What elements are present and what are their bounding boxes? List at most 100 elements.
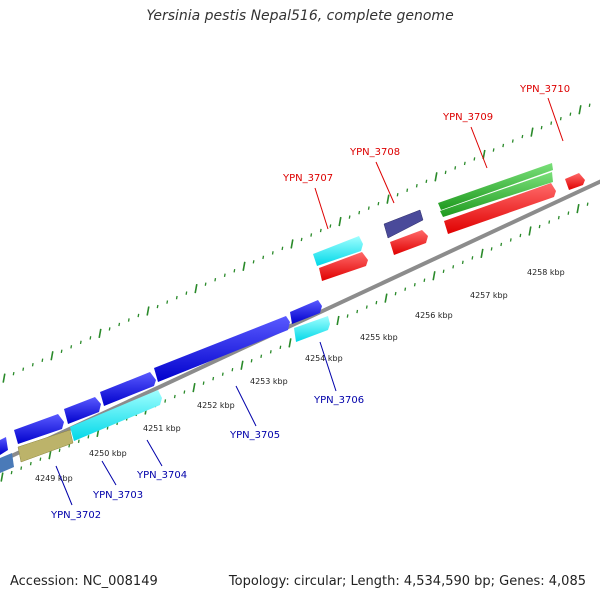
- lower-tick: [452, 265, 455, 269]
- upper-tick: [569, 112, 572, 116]
- lower-tick: [212, 376, 215, 381]
- upper-tick: [108, 327, 111, 331]
- lower-tick: [480, 248, 484, 259]
- upper-tick: [377, 201, 380, 206]
- lower-tick: [221, 372, 224, 376]
- gene-leader-line: [547, 97, 564, 142]
- topology-text: Topology: circular; Length: 4,534,590 bp…: [228, 574, 586, 589]
- gene-arrow-blue: [64, 397, 101, 424]
- scale-label: 4256 kbp: [415, 311, 453, 320]
- upper-tick: [41, 358, 44, 362]
- upper-tick: [156, 304, 159, 309]
- upper-tick: [444, 170, 447, 175]
- gene-arrow-cyan: [294, 316, 330, 342]
- upper-tick: [242, 261, 246, 271]
- scale-label: 4250 kbp: [89, 449, 127, 458]
- lower-tick: [250, 359, 253, 363]
- upper-tick: [98, 328, 102, 339]
- upper-tick: [185, 291, 188, 295]
- lower-tick: [20, 466, 23, 470]
- lower-tick: [269, 350, 272, 354]
- upper-tick: [31, 363, 34, 367]
- lower-tick: [528, 226, 532, 236]
- upper-tick: [290, 239, 294, 249]
- upper-tick: [89, 336, 92, 340]
- lower-tick: [442, 269, 445, 273]
- gene-arrow-cyan: [70, 390, 162, 441]
- lower-tick: [384, 293, 388, 303]
- upper-tick: [578, 105, 582, 115]
- lower-tick: [500, 242, 503, 247]
- lower-tick: [0, 472, 4, 482]
- lower-tick: [202, 381, 205, 385]
- upper-tick: [300, 237, 303, 242]
- lower-tick: [279, 345, 282, 350]
- gene-label: YPN_3708: [349, 147, 400, 158]
- lower-tick: [509, 238, 512, 242]
- lower-tick: [346, 314, 349, 318]
- upper-tick: [118, 322, 121, 327]
- lower-tick: [557, 215, 560, 220]
- gene-arrow-red: [565, 173, 585, 190]
- lower-tick: [173, 394, 176, 399]
- gene-leader-line: [101, 460, 117, 486]
- gene-leader-line: [55, 465, 73, 506]
- lower-tick: [240, 360, 244, 370]
- gene-label: YPN_3710: [519, 84, 570, 95]
- upper-tick: [50, 351, 54, 361]
- gene-leader-line: [470, 126, 488, 169]
- lower-tick: [260, 354, 263, 358]
- feature-layer: [0, 163, 585, 473]
- upper-tick: [530, 127, 534, 137]
- gene-leader-line: [235, 385, 257, 427]
- gene-arrow-blue: [100, 372, 156, 406]
- gene-arrow-green: [440, 172, 553, 217]
- gene-arrow-green: [438, 163, 553, 210]
- upper-tick: [329, 224, 332, 228]
- lower-tick: [58, 448, 61, 452]
- lower-tick: [423, 278, 426, 282]
- gene-arrow-blue: [0, 437, 8, 455]
- upper-tick: [223, 273, 226, 277]
- upper-tick: [127, 318, 130, 322]
- upper-tick: [310, 233, 313, 237]
- scale-label: 4255 kbp: [360, 333, 398, 342]
- lower-tick: [567, 211, 570, 215]
- upper-tick: [482, 149, 486, 160]
- upper-tick: [521, 134, 524, 139]
- lower-tick: [432, 271, 436, 281]
- lower-tick: [471, 256, 474, 260]
- gene-arrow-red: [319, 252, 368, 281]
- gene-label: YPN_3704: [136, 470, 187, 481]
- gene-arrow-purple: [383, 209, 424, 239]
- upper-tick: [454, 166, 457, 170]
- gene-label: YPN_3705: [229, 430, 280, 441]
- gene-arrow-blue: [290, 300, 322, 324]
- lower-tick: [183, 390, 186, 394]
- upper-tick: [463, 161, 466, 166]
- upper-tick: [319, 228, 322, 233]
- upper-tick: [70, 345, 73, 349]
- upper-tick: [434, 172, 438, 182]
- upper-tick: [204, 282, 207, 286]
- lower-tick: [586, 202, 589, 206]
- lower-tick: [519, 233, 522, 238]
- upper-tick: [540, 125, 543, 130]
- gene-arrow-steelblue: [0, 453, 14, 473]
- upper-tick: [406, 188, 409, 192]
- gene-leader-line: [319, 341, 337, 392]
- lower-tick: [356, 309, 359, 314]
- upper-tick: [386, 194, 390, 204]
- scale-label: 4257 kbp: [470, 291, 508, 300]
- gene-arrow-olive: [17, 429, 74, 463]
- upper-tick: [415, 184, 418, 188]
- upper-tick: [146, 306, 150, 316]
- gene-arrow-red: [444, 183, 556, 234]
- gene-arrow-blue: [154, 316, 290, 382]
- upper-tick: [2, 373, 6, 383]
- lower-tick: [48, 450, 52, 460]
- gene-label: YPN_3709: [442, 112, 493, 123]
- scale-label: 4253 kbp: [250, 377, 288, 386]
- upper-tick: [281, 246, 284, 251]
- upper-tick: [425, 179, 428, 184]
